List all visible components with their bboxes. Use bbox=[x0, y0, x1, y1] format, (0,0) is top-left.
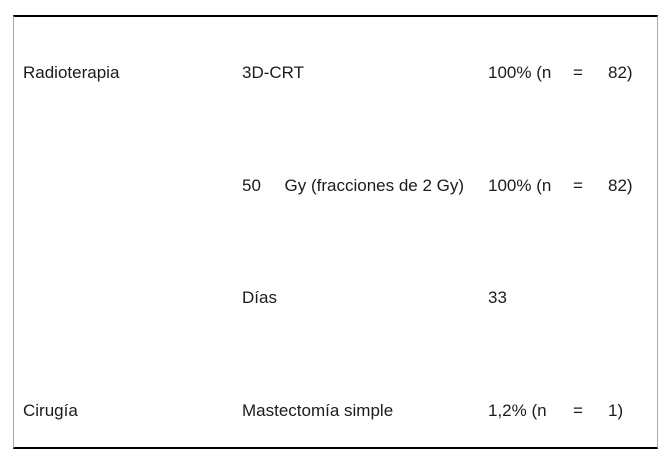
count-text: 82) bbox=[608, 63, 633, 82]
value-cell: 100% (n = 82) bbox=[488, 130, 657, 243]
value-cell: 100% (n = 82) bbox=[488, 17, 657, 130]
clinical-treatment-table: Radioterapia 3D-CRT 100% (n = 82) 50 Gy … bbox=[13, 15, 658, 449]
value-cell: 33 bbox=[488, 242, 657, 355]
value-cell: 1,2% (n = 1) bbox=[488, 355, 657, 466]
category-cell: Radioterapia bbox=[23, 63, 120, 82]
table-row: Días 33 bbox=[14, 242, 657, 355]
count-text: 1) bbox=[608, 400, 624, 420]
value-text: 33 bbox=[488, 288, 507, 307]
value-text: 1,2% (n bbox=[488, 400, 547, 420]
equals-sign: = bbox=[573, 63, 583, 82]
table-row: 50 Gy (fracciones de 2 Gy) 100% (n = 82) bbox=[14, 130, 657, 243]
table-row: Radioterapia 3D-CRT 100% (n = 82) bbox=[14, 17, 657, 130]
value-text: 100% (n bbox=[488, 63, 552, 82]
detail-cell: 3D-CRT bbox=[242, 63, 305, 82]
count-text: 82) bbox=[608, 175, 633, 195]
equals-sign: = bbox=[573, 400, 583, 420]
detail-cell: 50 Gy (fracciones de 2 Gy) bbox=[242, 175, 465, 195]
value-text: 100% (n bbox=[488, 175, 552, 195]
table-row: Cirugía Mastectomía simple 1,2% (n = 1) bbox=[14, 355, 657, 466]
equals-sign: = bbox=[573, 175, 583, 195]
detail-cell: Días bbox=[242, 288, 277, 307]
detail-cell: Mastectomía simple bbox=[242, 400, 394, 420]
category-cell: Cirugía bbox=[23, 400, 78, 420]
table-body: Radioterapia 3D-CRT 100% (n = 82) 50 Gy … bbox=[14, 17, 657, 447]
